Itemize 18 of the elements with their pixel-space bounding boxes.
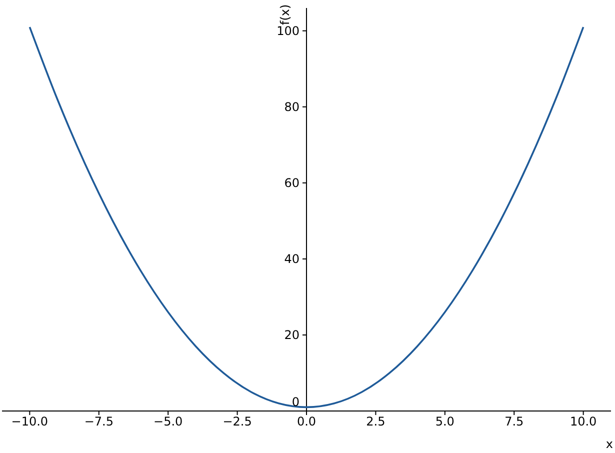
x-tick-label: 2.5 [366, 414, 386, 429]
x-tick-label: 5.0 [435, 414, 454, 429]
x-tick-label: 7.5 [504, 414, 524, 429]
x-tick-label: 0.0 [296, 414, 316, 429]
x-tick-label: −2.5 [222, 414, 252, 429]
y-tick-label: 20 [284, 328, 300, 342]
y-tick-label: 40 [284, 252, 300, 266]
x-tick-label: −5.0 [154, 414, 183, 429]
y-tick-label: 100 [276, 24, 300, 38]
y-tick-label: 60 [284, 176, 300, 190]
y-axis-title: f(x) [276, 4, 292, 25]
line-series [28, 26, 584, 408]
x-tick-label: −7.5 [84, 414, 114, 429]
x-tick-label: −10.0 [11, 414, 48, 429]
x-tick-label: 10.0 [570, 414, 597, 429]
y-tick-label: 80 [284, 100, 300, 114]
y-tick-label: 0 [292, 395, 300, 410]
x-axis-title: x [606, 437, 613, 451]
